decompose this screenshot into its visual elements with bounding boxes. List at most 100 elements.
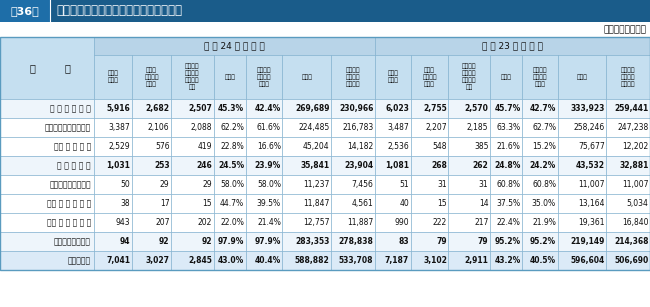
Text: 分: 分 [65,63,71,73]
Bar [246,232,283,251]
Text: 16,840: 16,840 [622,218,649,227]
Text: 97.9%: 97.9% [255,237,281,246]
Text: 35,841: 35,841 [300,161,330,170]
Text: 45,204: 45,204 [303,142,330,151]
Bar [171,251,214,270]
Text: 交付額: 交付額 [302,74,312,80]
Text: 23,904: 23,904 [344,161,374,170]
Bar [558,175,606,194]
Bar [283,99,331,118]
Bar [448,251,490,270]
Bar [375,156,411,175]
Bar [558,118,606,137]
Bar [0,0,50,22]
Bar [448,156,490,175]
Text: 37.5%: 37.5% [497,199,521,208]
Bar [331,251,375,270]
Bar [490,194,522,213]
Bar [522,194,558,213]
Bar [522,251,558,270]
Text: 58.0%: 58.0% [220,180,244,189]
Text: 83: 83 [398,237,409,246]
Bar [490,232,522,251]
Text: 43.2%: 43.2% [494,256,521,265]
Text: 14,182: 14,182 [347,142,374,151]
Text: 62.2%: 62.2% [220,123,244,132]
Text: 216,783: 216,783 [342,123,374,132]
Bar [375,118,411,137]
Bar [490,55,522,99]
Text: 29: 29 [203,180,213,189]
Bar [214,55,246,99]
Text: 2,755: 2,755 [423,104,447,113]
Bar [283,55,331,99]
Text: 51: 51 [399,180,409,189]
Text: 社団法人・財団法人: 社団法人・財団法人 [45,123,91,132]
Bar [246,137,283,156]
Text: 補助金
交付該当
法人数: 補助金 交付該当 法人数 [422,67,437,87]
Text: 42.7%: 42.7% [530,104,556,113]
Bar [246,251,283,270]
Text: 63.3%: 63.3% [497,123,521,132]
Bar [522,99,558,118]
Bar [214,175,246,194]
Bar [246,99,283,118]
Bar [606,251,650,270]
Text: 15: 15 [203,199,213,208]
Bar [331,232,375,251]
Text: 92: 92 [159,237,170,246]
Bar [331,99,375,118]
Text: 40.5%: 40.5% [530,256,556,265]
Text: 60.8%: 60.8% [497,180,521,189]
Bar [94,232,132,251]
Bar [214,232,246,251]
Bar [171,156,214,175]
Bar [411,213,448,232]
Bar [558,137,606,156]
Text: 地 方 三 公 社: 地 方 三 公 社 [57,161,91,170]
Text: 269,689: 269,689 [295,104,330,113]
Text: 平 成 24 年 度 調 査: 平 成 24 年 度 調 査 [204,41,265,50]
Text: 22.8%: 22.8% [220,142,244,151]
Text: 経常収益
へ計上し
ている額: 経常収益 へ計上し ている額 [346,67,360,87]
Text: 1,081: 1,081 [385,161,409,170]
Bar [171,175,214,194]
Bar [214,213,246,232]
Bar [283,118,331,137]
Bar [214,156,246,175]
Bar [171,55,214,99]
Bar [375,194,411,213]
Text: 202: 202 [198,218,213,227]
Bar [283,232,331,251]
Text: 地方公共団体からの補助金交付額の状況: 地方公共団体からの補助金交付額の状況 [56,5,182,17]
Bar [448,232,490,251]
Bar [522,175,558,194]
Bar [375,37,650,55]
Bar [283,175,331,194]
Bar [283,137,331,156]
Bar [94,99,132,118]
Text: 2,207: 2,207 [425,123,447,132]
Bar [0,232,94,251]
Bar [132,156,171,175]
Bar [522,118,558,137]
Text: 21.9%: 21.9% [532,218,556,227]
Text: 419: 419 [198,142,213,151]
Text: 219,149: 219,149 [570,237,604,246]
Text: 224,485: 224,485 [298,123,330,132]
Bar [0,175,94,194]
Text: 2,185: 2,185 [467,123,488,132]
Text: 補助金
交付該当
法人数: 補助金 交付該当 法人数 [144,67,159,87]
Bar [448,99,490,118]
Text: 283,353: 283,353 [295,237,330,246]
Text: 24.8%: 24.8% [494,161,521,170]
Text: 38: 38 [121,199,131,208]
Bar [94,137,132,156]
Bar [0,99,94,118]
Bar [214,99,246,118]
Bar [214,118,246,137]
Bar [411,118,448,137]
Bar [490,137,522,156]
Bar [283,213,331,232]
Text: 207: 207 [155,218,170,227]
